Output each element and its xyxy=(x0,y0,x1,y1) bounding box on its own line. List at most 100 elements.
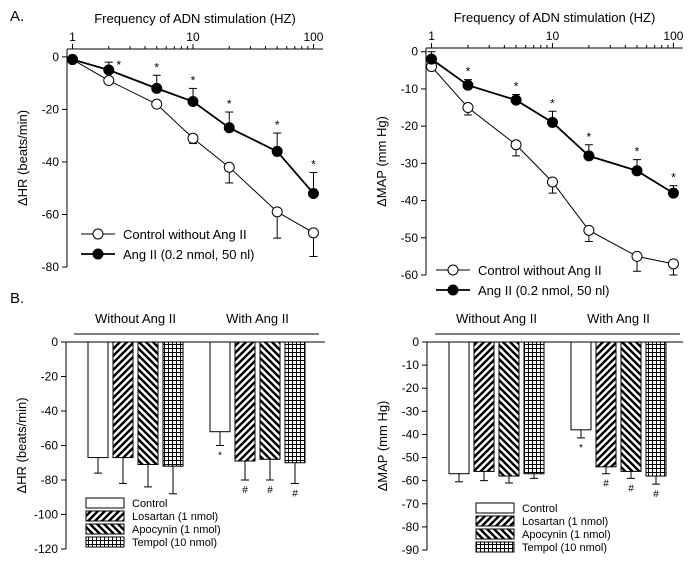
y-axis-label: ΔHR (beats/min) xyxy=(15,110,30,206)
bar-chart-b-right: 0 -10 -20 -30 -40 -50 -60 -70 -80 -90 ΔMAP (mm Hg)… xyxy=(375,311,683,557)
significance-mark: * xyxy=(587,130,592,144)
legend-label: Apocynin (1 nmol) xyxy=(132,524,221,536)
x-tick-label: 100 xyxy=(663,29,683,43)
bar xyxy=(284,341,306,464)
legend-label: Ang II (0.2 nmol, 50 nl) xyxy=(478,283,610,298)
data-point xyxy=(510,94,522,106)
panel-label-b: B. xyxy=(10,290,25,307)
y-tick-label: 0 xyxy=(51,335,58,349)
legend-label: Tempol (10 nmol) xyxy=(522,542,607,554)
data-point xyxy=(307,187,319,199)
significance-mark: * xyxy=(227,97,232,111)
legend-swatch xyxy=(475,528,515,540)
legend-swatch xyxy=(85,510,125,522)
bar xyxy=(234,341,256,462)
legend-marker xyxy=(447,284,459,296)
legend-swatch xyxy=(475,502,515,514)
y-tick-label: -10 xyxy=(401,82,419,96)
y-tick-label: -20 xyxy=(42,102,60,116)
data-point xyxy=(103,64,115,76)
line-chart-a-right: 1 10 100 Frequency of ADN stimulation (HZ) 0… xyxy=(374,10,684,298)
y-axis-label: ΔHR (beats/min) xyxy=(14,397,29,493)
bar xyxy=(448,341,470,475)
bar-chart-b-left: 0 -20 -40 -60 -80 -100 -120 ΔHR (beats/min) With… xyxy=(14,311,325,556)
legend-marker xyxy=(92,228,104,240)
y-tick-label: -60 xyxy=(401,268,419,282)
significance-mark: # xyxy=(292,488,298,499)
y-tick-label: -40 xyxy=(41,404,59,418)
data-point xyxy=(583,224,595,236)
y-tick-label: -50 xyxy=(401,231,419,245)
legend-label: Control xyxy=(522,503,557,515)
bar xyxy=(162,341,184,467)
legend-label: Apocynin (1 nmol) xyxy=(522,529,611,541)
bar xyxy=(137,341,159,465)
panel-label-a: A. xyxy=(10,8,25,25)
y-axis-label: ΔMAP (mm Hg) xyxy=(375,401,390,492)
bar xyxy=(209,341,231,433)
y-tick-label: -70 xyxy=(402,497,420,511)
group-label: Without Ang II xyxy=(456,311,537,326)
bar xyxy=(523,341,545,475)
significance-mark: * xyxy=(635,145,640,159)
data-point xyxy=(583,150,595,162)
x-tick-label: 1 xyxy=(428,29,435,43)
y-tick-label: -20 xyxy=(402,381,420,395)
data-point xyxy=(307,227,319,239)
data-point xyxy=(546,116,558,128)
significance-mark: * xyxy=(466,65,471,79)
data-point xyxy=(187,96,199,108)
data-point xyxy=(546,176,558,188)
legend-label: Tempol (10 nmol) xyxy=(132,537,217,549)
legend-marker xyxy=(447,264,459,276)
legend-swatch xyxy=(475,541,515,553)
legend-marker xyxy=(92,248,104,260)
data-point xyxy=(462,102,474,114)
bar xyxy=(498,341,520,477)
bar xyxy=(473,341,495,472)
data-point xyxy=(631,250,643,262)
data-point xyxy=(151,98,163,110)
data-point xyxy=(510,139,522,151)
significance-mark: * xyxy=(311,157,316,171)
y-tick-label: -40 xyxy=(402,427,420,441)
legend-label: Ang II (0.2 nmol, 50 nl) xyxy=(123,247,255,262)
y-tick-label: -10 xyxy=(402,358,420,372)
data-point xyxy=(462,79,474,91)
y-tick-label: -50 xyxy=(402,451,420,465)
legend-label: Control xyxy=(132,498,167,510)
significance-mark: * xyxy=(514,80,519,94)
y-tick-label: -80 xyxy=(41,473,59,487)
y-tick-label: -100 xyxy=(34,508,58,522)
significance-mark: # xyxy=(628,483,634,494)
x-tick-label: 10 xyxy=(186,30,200,44)
x-axis-label: Frequency of ADN stimulation (HZ) xyxy=(94,11,296,26)
bar xyxy=(87,341,109,459)
data-point xyxy=(223,122,235,134)
bar xyxy=(112,341,134,459)
data-point xyxy=(426,53,438,65)
bar xyxy=(645,341,667,477)
y-tick-label: -30 xyxy=(402,404,420,418)
x-axis-label: Frequency of ADN stimulation (HZ) xyxy=(454,10,656,25)
data-point xyxy=(67,54,79,66)
bar xyxy=(259,341,281,460)
significance-mark: # xyxy=(242,485,248,496)
legend-label: Control without Ang II xyxy=(478,263,602,278)
y-tick-label: -120 xyxy=(34,542,58,556)
data-point xyxy=(271,145,283,157)
legend-label: Losartan (1 nmol) xyxy=(522,516,608,528)
y-tick-label: -20 xyxy=(41,370,59,384)
y-tick-label: 0 xyxy=(52,50,59,64)
data-point xyxy=(667,187,679,199)
data-point xyxy=(223,161,235,173)
x-tick-label: 1 xyxy=(69,30,76,44)
bar xyxy=(620,341,642,472)
y-tick-label: -60 xyxy=(41,439,59,453)
group-label: With Ang II xyxy=(587,311,650,326)
data-point xyxy=(187,132,199,144)
y-tick-label: -60 xyxy=(402,474,420,488)
significance-mark: # xyxy=(653,489,659,500)
y-tick-label: -30 xyxy=(401,156,419,170)
